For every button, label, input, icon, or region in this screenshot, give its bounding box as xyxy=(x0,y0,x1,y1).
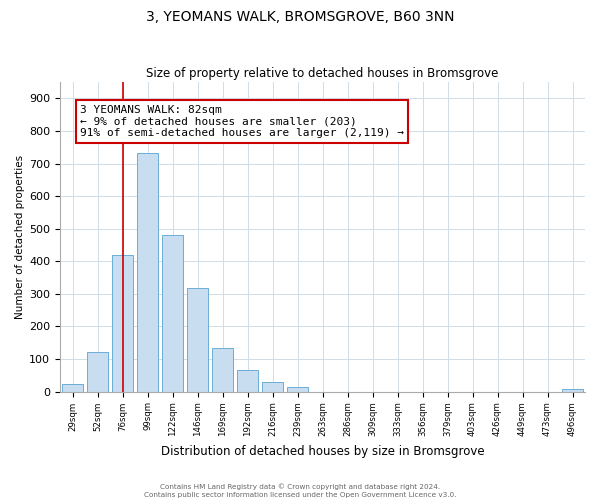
Bar xyxy=(262,382,283,392)
Text: 3, YEOMANS WALK, BROMSGROVE, B60 3NN: 3, YEOMANS WALK, BROMSGROVE, B60 3NN xyxy=(146,10,454,24)
Bar xyxy=(287,386,308,392)
Bar xyxy=(137,153,158,392)
Bar xyxy=(187,288,208,392)
Title: Size of property relative to detached houses in Bromsgrove: Size of property relative to detached ho… xyxy=(146,66,499,80)
Bar xyxy=(212,348,233,392)
X-axis label: Distribution of detached houses by size in Bromsgrove: Distribution of detached houses by size … xyxy=(161,444,484,458)
Bar xyxy=(237,370,258,392)
Text: 3 YEOMANS WALK: 82sqm
← 9% of detached houses are smaller (203)
91% of semi-deta: 3 YEOMANS WALK: 82sqm ← 9% of detached h… xyxy=(80,105,404,138)
Text: Contains HM Land Registry data © Crown copyright and database right 2024.
Contai: Contains HM Land Registry data © Crown c… xyxy=(144,484,456,498)
Bar xyxy=(87,352,108,392)
Bar xyxy=(112,254,133,392)
Bar xyxy=(62,384,83,392)
Bar xyxy=(162,234,183,392)
Y-axis label: Number of detached properties: Number of detached properties xyxy=(15,155,25,319)
Bar xyxy=(562,389,583,392)
